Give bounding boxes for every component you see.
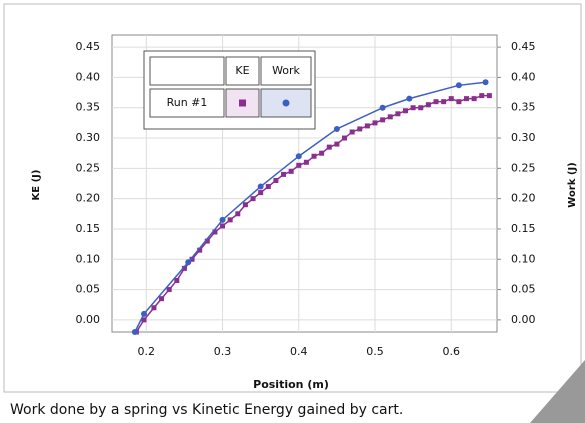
decoration <box>530 360 585 423</box>
x-tick-label: 0.4 <box>290 345 308 358</box>
marker <box>174 277 180 283</box>
marker <box>189 256 195 262</box>
marker <box>242 202 248 208</box>
y-tick-label: 0.20 <box>76 192 101 205</box>
marker <box>220 223 226 229</box>
marker <box>181 265 187 271</box>
marker <box>486 93 492 99</box>
x-tick-label: 0.3 <box>214 345 232 358</box>
marker <box>464 96 470 102</box>
y2-tick-label: 0.00 <box>511 313 536 326</box>
y2-tick-label: 0.30 <box>511 131 536 144</box>
marker <box>303 159 309 165</box>
marker <box>166 287 172 293</box>
marker <box>349 129 355 135</box>
y-tick-label: 0.35 <box>76 101 101 114</box>
y2-axis-label: Work (J) <box>567 162 578 207</box>
marker <box>141 310 148 317</box>
y-axis-label: KE (J) <box>31 170 42 201</box>
y2-tick-label: 0.10 <box>511 252 536 265</box>
marker <box>342 135 348 141</box>
marker <box>288 168 294 174</box>
marker <box>448 96 454 102</box>
marker <box>418 105 424 111</box>
y2-tick-label: 0.25 <box>511 161 536 174</box>
marker <box>379 104 386 111</box>
marker <box>479 93 485 99</box>
marker <box>333 125 340 132</box>
marker <box>159 296 165 302</box>
marker <box>311 153 317 159</box>
legend-label: Work <box>272 64 300 77</box>
x-tick-label: 0.5 <box>366 345 384 358</box>
x-axis-label: Position (m) <box>253 378 329 391</box>
y-tick-label: 0.45 <box>76 40 101 53</box>
y-tick-label: 0.30 <box>76 131 101 144</box>
marker <box>204 238 210 244</box>
marker <box>387 114 393 120</box>
marker <box>185 259 192 266</box>
legend-cell <box>260 56 312 86</box>
y-tick-label: 0.10 <box>76 252 101 265</box>
marker <box>257 183 264 190</box>
marker <box>482 79 489 86</box>
legend-cell <box>149 56 225 86</box>
marker <box>219 216 226 223</box>
y2-tick-label: 0.05 <box>511 283 536 296</box>
marker <box>380 117 386 123</box>
legend-swatch <box>282 99 290 107</box>
marker <box>326 144 332 150</box>
marker <box>471 96 477 102</box>
marker <box>235 211 241 217</box>
marker <box>425 102 431 108</box>
marker <box>319 150 325 156</box>
legend-cell <box>225 56 260 86</box>
marker <box>212 229 218 235</box>
legend-swatch <box>239 99 246 107</box>
marker <box>295 153 302 160</box>
marker <box>273 177 279 183</box>
legend-label: KE <box>235 64 249 77</box>
marker <box>296 162 302 168</box>
marker <box>197 247 203 253</box>
y-tick-label: 0.15 <box>76 222 101 235</box>
marker <box>433 99 439 105</box>
y-tick-label: 0.25 <box>76 161 101 174</box>
marker <box>455 82 462 89</box>
marker <box>372 120 378 126</box>
y-tick-label: 0.05 <box>76 283 101 296</box>
y2-tick-label: 0.20 <box>511 192 536 205</box>
marker <box>406 95 413 102</box>
y2-tick-label: 0.40 <box>511 70 536 83</box>
marker <box>250 196 256 202</box>
marker <box>281 171 287 177</box>
marker <box>131 329 138 335</box>
marker <box>151 305 157 311</box>
y-tick-label: 0.40 <box>76 70 101 83</box>
marker <box>141 317 147 323</box>
x-tick-label: 0.6 <box>443 345 461 358</box>
marker <box>410 105 416 111</box>
marker <box>357 126 363 132</box>
legend-cell <box>149 88 225 118</box>
y2-tick-label: 0.15 <box>511 222 536 235</box>
marker <box>258 190 264 196</box>
marker <box>395 111 401 117</box>
caption: Work done by a spring vs Kinetic Energy … <box>10 402 403 418</box>
marker <box>456 99 462 105</box>
marker <box>334 141 340 147</box>
marker <box>265 184 271 190</box>
marker <box>364 123 370 129</box>
marker <box>441 99 447 105</box>
y-tick-label: 0.00 <box>76 313 101 326</box>
legend-run-label: Run #1 <box>167 96 208 109</box>
marker <box>227 217 233 223</box>
y2-tick-label: 0.45 <box>511 40 536 53</box>
y2-tick-label: 0.35 <box>511 101 536 114</box>
marker <box>403 108 409 114</box>
x-tick-label: 0.2 <box>138 345 156 358</box>
